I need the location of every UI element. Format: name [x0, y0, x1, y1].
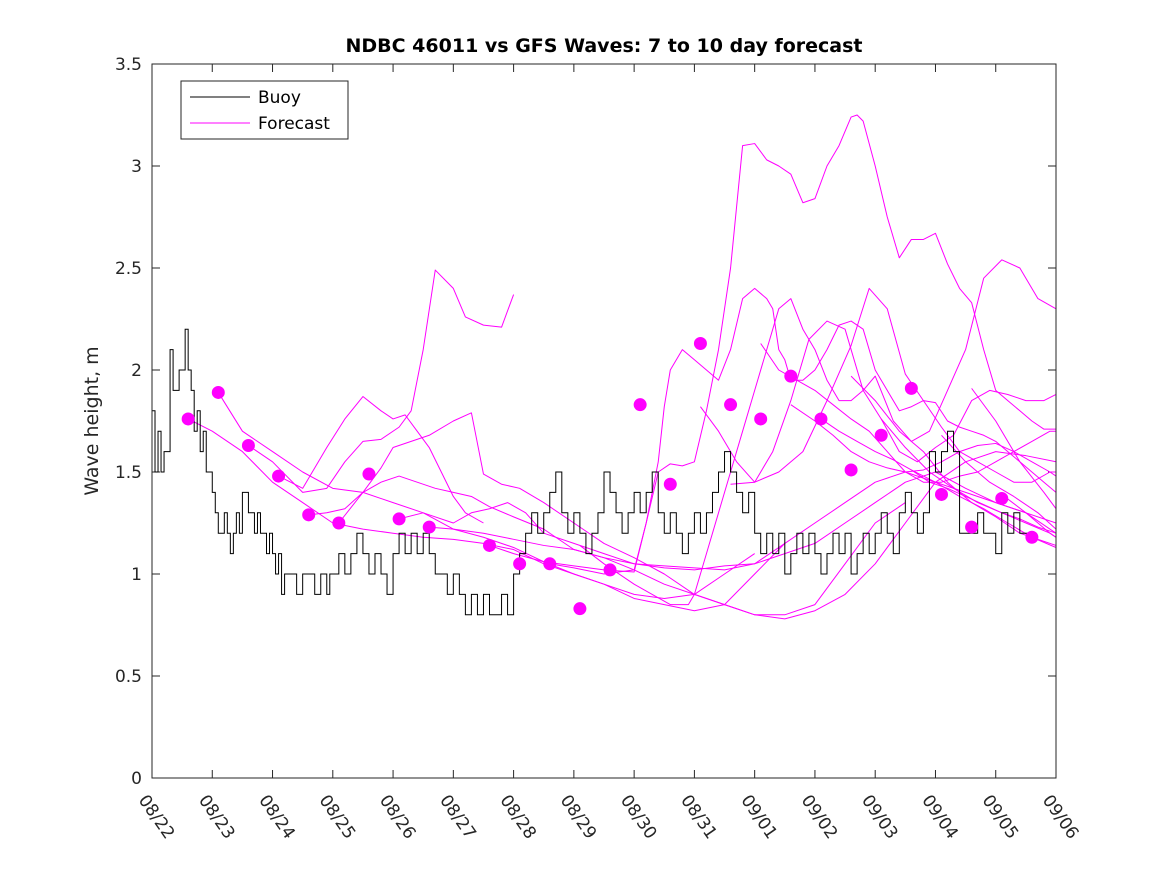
forecast-start-marker [513, 557, 527, 571]
forecast-start-marker [633, 398, 647, 412]
forecast-start-marker [272, 469, 286, 483]
y-tick-label: 0 [131, 769, 142, 789]
forecast-line [217, 392, 786, 612]
forecast-start-marker [965, 520, 979, 534]
forecast-start-marker [693, 336, 707, 350]
forecast-line [248, 269, 515, 493]
y-tick-label: 2 [131, 361, 142, 381]
forecast-start-marker [904, 381, 918, 395]
forecast-line [880, 418, 1057, 538]
forecast-line [338, 412, 1057, 620]
legend-buoy-label: Buoy [258, 88, 301, 108]
forecast-line [429, 471, 1057, 571]
marker-layer [181, 336, 1039, 616]
forecast-start-marker [603, 563, 617, 577]
forecast-line [489, 114, 1056, 573]
forecast-line [971, 388, 1057, 510]
forecast-line [760, 343, 1056, 483]
forecast-start-marker [724, 398, 738, 412]
forecast-start-marker [241, 438, 255, 452]
forecast-start-marker [482, 538, 496, 552]
forecast-start-marker [1025, 530, 1039, 544]
y-tick-label: 1.5 [115, 463, 142, 483]
y-axis-label: Wave height, m [81, 346, 103, 495]
forecast-start-marker [995, 492, 1009, 506]
forecast-line [941, 434, 1057, 530]
plot-border [151, 63, 1057, 779]
forecast-start-marker [573, 602, 587, 616]
forecast-start-marker [332, 516, 346, 530]
y-tick-label: 2.5 [115, 259, 142, 279]
forecast-start-marker [543, 557, 557, 571]
y-tick-label: 0.5 [115, 667, 142, 687]
forecast-start-marker [362, 467, 376, 481]
legend-forecast-label: Forecast [258, 114, 330, 134]
forecast-line [1001, 494, 1057, 538]
forecast-start-marker [844, 463, 858, 477]
y-tick-label: 3.5 [115, 55, 142, 75]
y-tick-label: 1 [131, 565, 142, 585]
forecast-line [790, 404, 1057, 477]
plot-area: 00.511.522.533.5 08/22 08/23 08/24 08/25 08/… [115, 55, 1082, 843]
forecast-start-marker [874, 428, 888, 442]
forecast-start-marker [181, 412, 195, 426]
forecast-line [820, 418, 1057, 534]
forecast-line [549, 287, 1057, 575]
chart-title: NDBC 46011 vs GFS Waves: 7 to 10 day for… [345, 35, 862, 57]
forecast-start-marker [754, 412, 768, 426]
forecast-start-marker [422, 520, 436, 534]
forecast-start-marker [814, 412, 828, 426]
forecast-start-marker [663, 477, 677, 491]
forecast-start-marker [392, 512, 406, 526]
buoy-line [152, 328, 1032, 616]
forecast-start-marker [211, 385, 225, 399]
forecast-start-marker [784, 369, 798, 383]
plot-frame [152, 64, 1056, 778]
y-tick-label: 3 [131, 157, 142, 177]
forecast-start-marker [934, 487, 948, 501]
forecast-start-marker [302, 508, 316, 522]
legend-box [180, 80, 349, 140]
legend: Buoy Forecast [180, 80, 349, 140]
